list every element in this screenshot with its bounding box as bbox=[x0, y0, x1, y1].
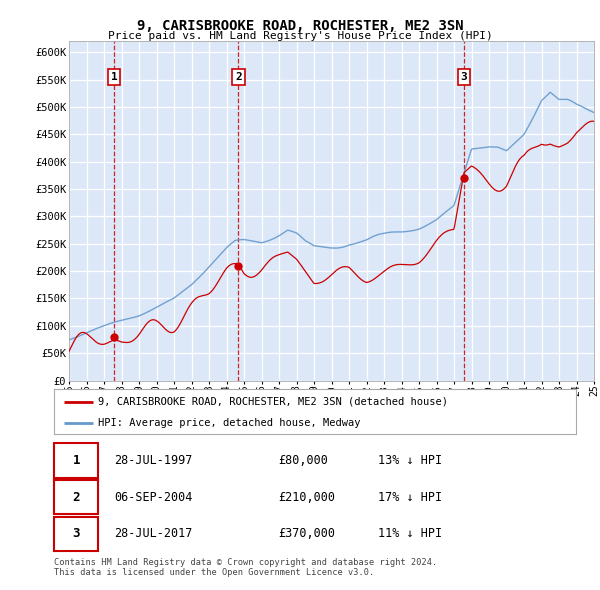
Text: £80,000: £80,000 bbox=[278, 454, 328, 467]
Text: Price paid vs. HM Land Registry's House Price Index (HPI): Price paid vs. HM Land Registry's House … bbox=[107, 31, 493, 41]
Text: 2: 2 bbox=[73, 490, 80, 504]
Text: 13% ↓ HPI: 13% ↓ HPI bbox=[377, 454, 442, 467]
Text: 1: 1 bbox=[73, 454, 80, 467]
Text: 28-JUL-2017: 28-JUL-2017 bbox=[114, 527, 193, 540]
FancyBboxPatch shape bbox=[54, 443, 98, 477]
FancyBboxPatch shape bbox=[54, 480, 98, 514]
Text: 3: 3 bbox=[73, 527, 80, 540]
Text: 9, CARISBROOKE ROAD, ROCHESTER, ME2 3SN (detached house): 9, CARISBROOKE ROAD, ROCHESTER, ME2 3SN … bbox=[98, 397, 448, 407]
FancyBboxPatch shape bbox=[54, 517, 98, 551]
Text: HPI: Average price, detached house, Medway: HPI: Average price, detached house, Medw… bbox=[98, 418, 361, 428]
Text: £210,000: £210,000 bbox=[278, 490, 335, 504]
Text: 3: 3 bbox=[461, 72, 467, 82]
Text: £370,000: £370,000 bbox=[278, 527, 335, 540]
Text: 2: 2 bbox=[235, 72, 242, 82]
Text: Contains HM Land Registry data © Crown copyright and database right 2024.
This d: Contains HM Land Registry data © Crown c… bbox=[54, 558, 437, 577]
Text: 11% ↓ HPI: 11% ↓ HPI bbox=[377, 527, 442, 540]
Text: 9, CARISBROOKE ROAD, ROCHESTER, ME2 3SN: 9, CARISBROOKE ROAD, ROCHESTER, ME2 3SN bbox=[137, 19, 463, 33]
Text: 06-SEP-2004: 06-SEP-2004 bbox=[114, 490, 193, 504]
Text: 17% ↓ HPI: 17% ↓ HPI bbox=[377, 490, 442, 504]
Text: 28-JUL-1997: 28-JUL-1997 bbox=[114, 454, 193, 467]
Text: 1: 1 bbox=[110, 72, 118, 82]
